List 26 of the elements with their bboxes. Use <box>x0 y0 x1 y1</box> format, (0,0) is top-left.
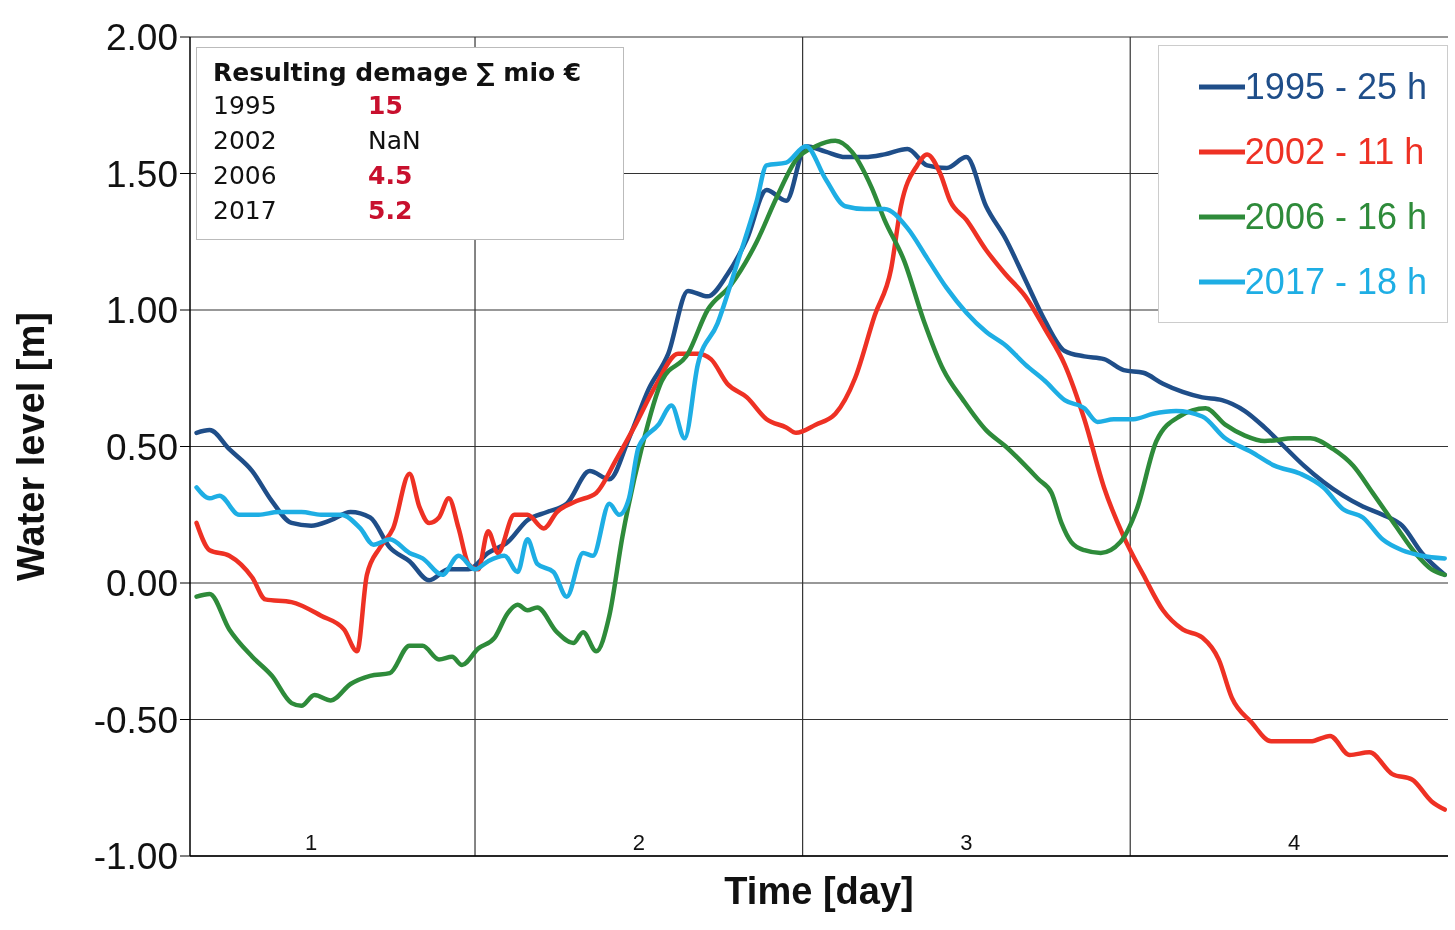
y-tick-label: 0.50 <box>105 426 178 468</box>
x-axis-title: Time [day] <box>724 870 914 912</box>
legend-label: 1995 - 25 h <box>1244 65 1427 108</box>
annotation: 2017 <box>213 196 278 225</box>
y-tick-label: -1.00 <box>93 836 178 878</box>
y-axis-title: Water level [m] <box>10 312 52 581</box>
y-tick-label: 2.00 <box>105 17 178 59</box>
y-tick-label: 1.50 <box>105 153 178 195</box>
y-tick-label: 1.00 <box>105 290 178 332</box>
annotation: 2006 <box>213 161 278 190</box>
annotation: 15 <box>368 91 404 120</box>
x-tick-label: 3 <box>960 830 973 855</box>
x-tick-label: 1 <box>305 830 318 855</box>
annotation: 1995 <box>213 91 278 120</box>
x-tick-label: 4 <box>1287 830 1301 855</box>
annotation: NaN <box>368 126 422 155</box>
annotation: 4.5 <box>368 161 414 190</box>
annotation: 5.2 <box>368 196 414 225</box>
annotation: Resulting demage ∑ mio € <box>213 58 583 87</box>
legend-label: 2017 - 18 h <box>1244 260 1427 303</box>
y-tick-label: -0.50 <box>93 699 178 741</box>
x-tick-label: 2 <box>632 830 645 855</box>
legend-label: 2006 - 16 h <box>1244 195 1427 238</box>
legend-label: 2002 - 11 h <box>1244 130 1425 173</box>
y-tick-label: 0.00 <box>105 563 178 605</box>
annotation: 2002 <box>213 126 278 155</box>
